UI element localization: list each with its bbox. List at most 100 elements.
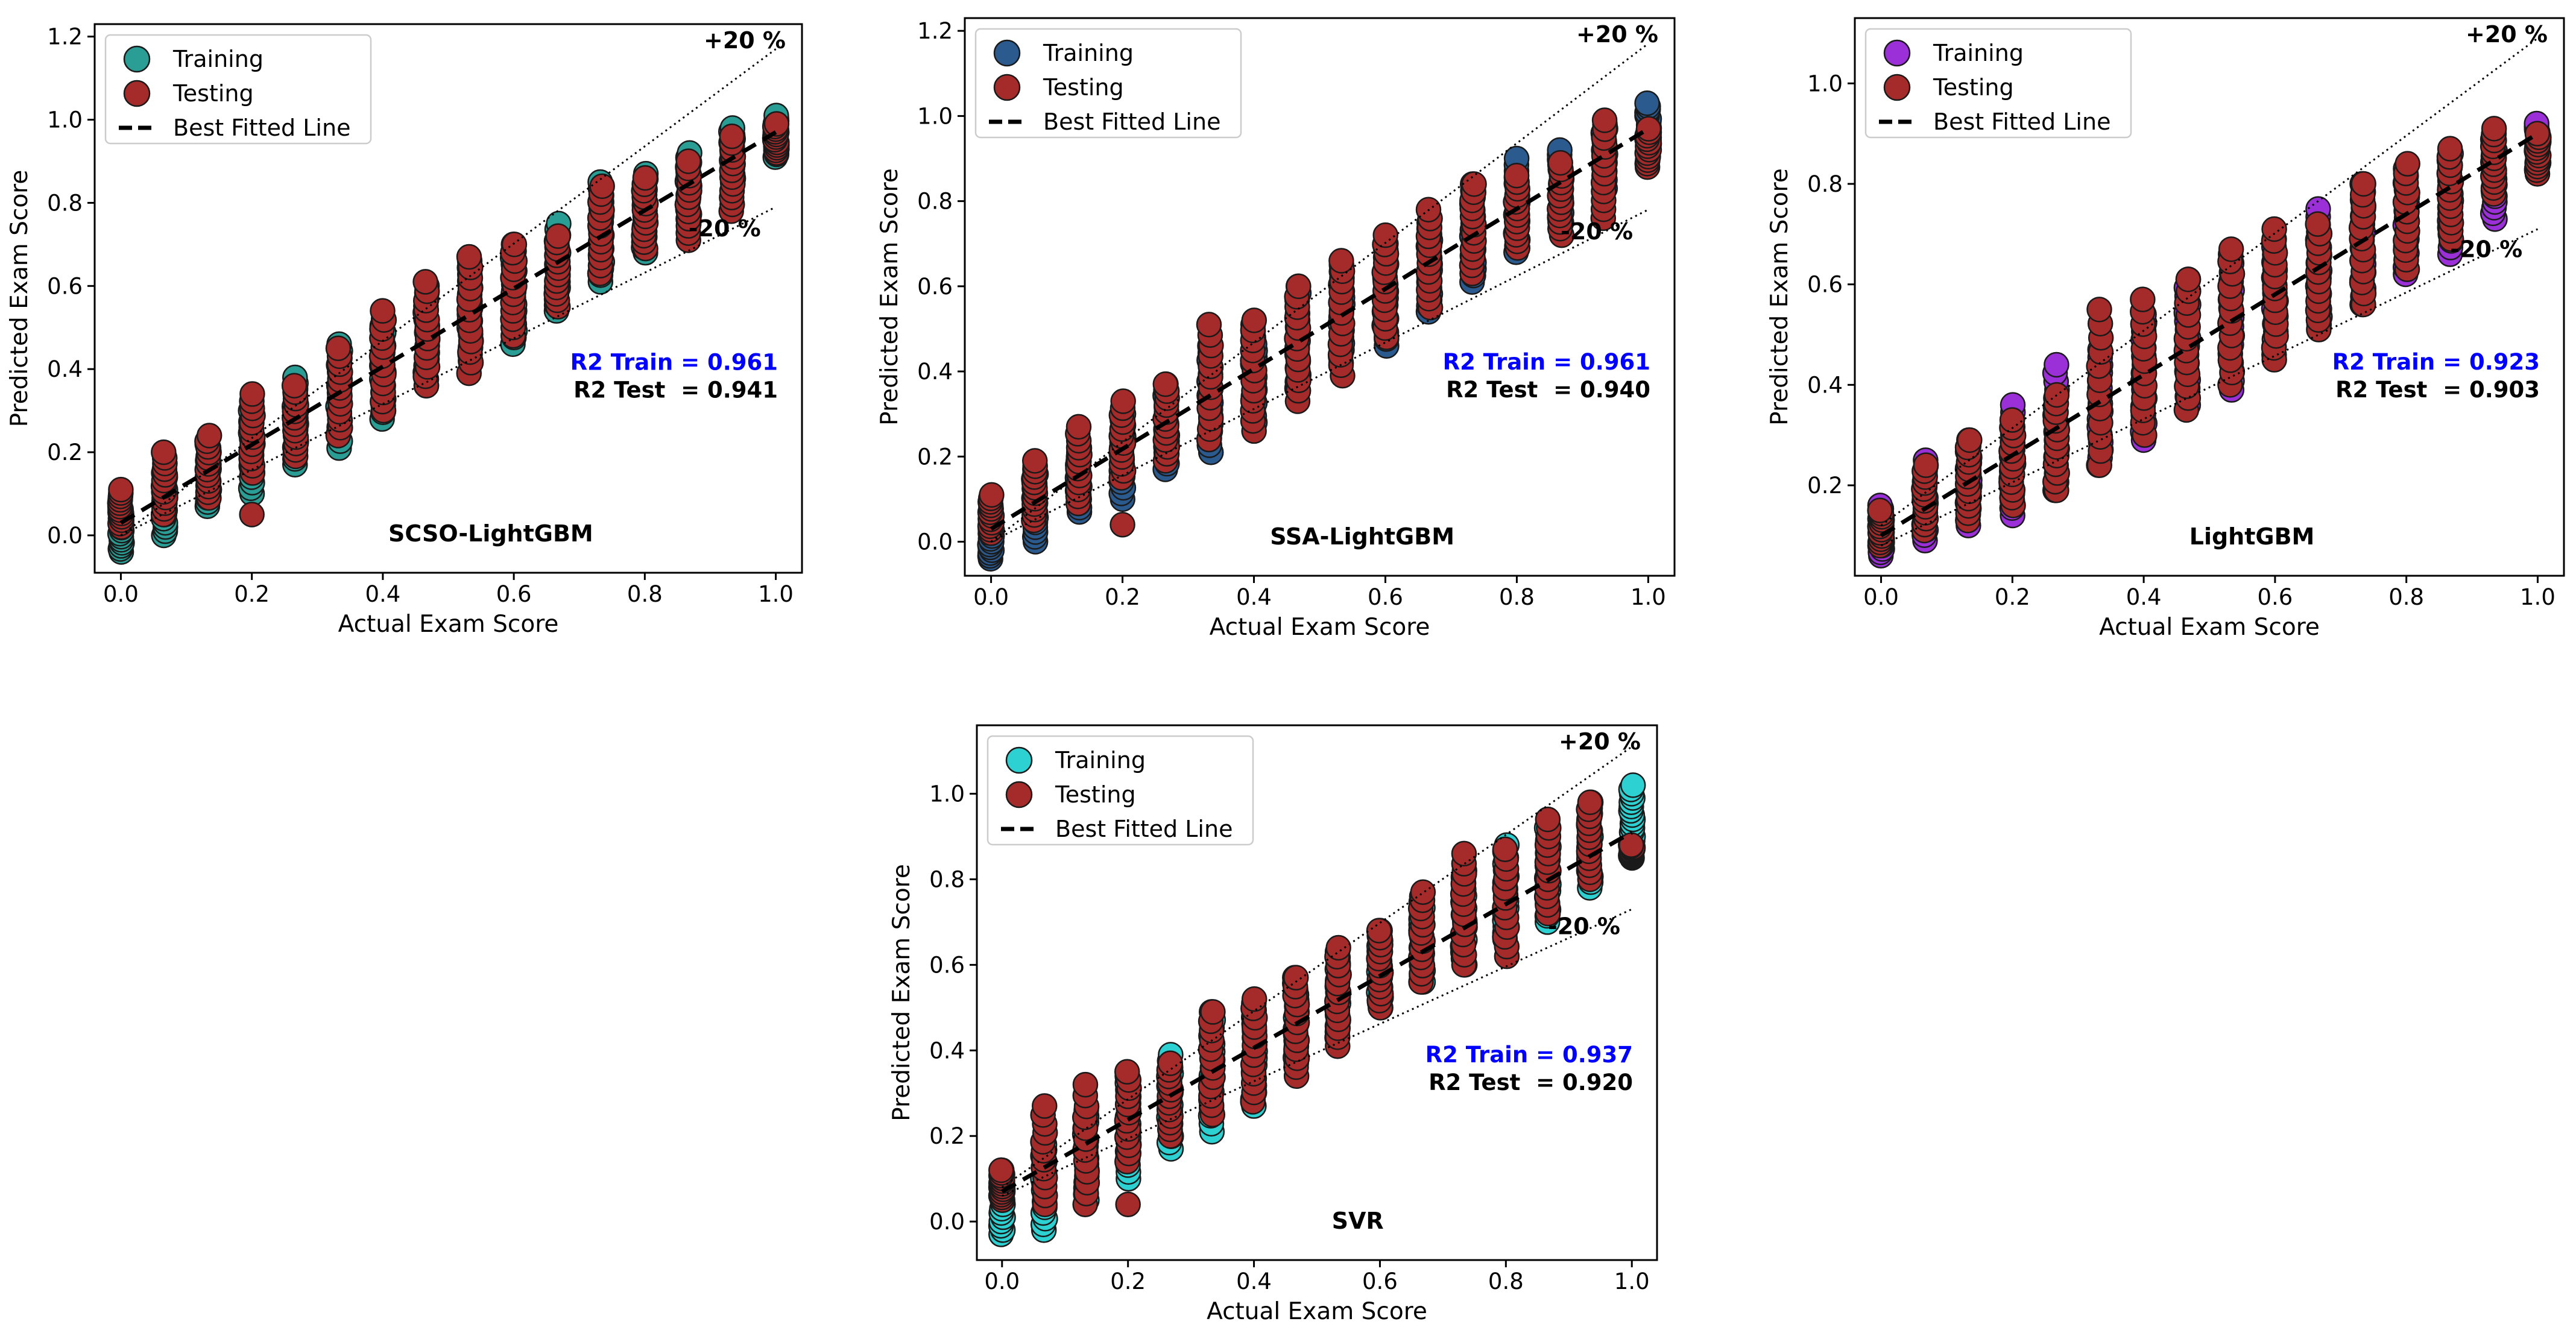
legend: Training Testing Best Fitted Line	[974, 28, 1242, 139]
y-tick-label: 0.8	[1807, 171, 1843, 197]
y-tick-label: 0.2	[917, 444, 953, 470]
testing-point	[456, 244, 482, 270]
testing-point	[1461, 171, 1487, 197]
y-axis-label: Predicted Exam Score	[888, 864, 915, 1121]
testing-point	[370, 298, 396, 324]
testing-point	[2086, 297, 2112, 323]
testing-point	[281, 373, 308, 399]
testing-point	[1072, 1071, 1099, 1098]
x-tick-label: 0.8	[1499, 584, 1535, 610]
testing-point	[1618, 832, 1644, 858]
x-tick-label: 0.8	[2388, 584, 2424, 610]
legend-marker	[993, 74, 1021, 101]
testing-point	[1065, 414, 1092, 440]
testing-point	[412, 269, 438, 295]
testing-point	[1366, 918, 1392, 944]
testing-point	[2305, 211, 2331, 237]
y-tick-label: 0.6	[929, 952, 965, 978]
legend-label: Training	[1055, 747, 1146, 774]
x-tick-label: 0.6	[1362, 1268, 1398, 1294]
testing-point	[2175, 266, 2202, 292]
axes-frame	[964, 17, 1676, 577]
testing-point	[1196, 312, 1222, 338]
x-tick-label: 0.4	[365, 581, 400, 607]
testing-point	[1283, 965, 1309, 991]
y-tick-label: 0.8	[47, 190, 83, 216]
r2-test-text: R2 Test = 0.903	[2335, 377, 2540, 403]
testing-point	[763, 111, 790, 137]
testing-point	[2218, 236, 2244, 262]
testing-point	[1328, 248, 1354, 274]
testing-point	[1372, 222, 1398, 248]
x-tick-label: 0.6	[2257, 584, 2293, 610]
x-axis-label: Actual Exam Score	[338, 611, 559, 638]
testing-point	[2044, 382, 2070, 408]
y-tick-label: 0.2	[929, 1123, 965, 1149]
plot-area	[1867, 37, 2552, 569]
testing-point	[2524, 121, 2551, 147]
y-axis-label: Predicted Exam Score	[1766, 168, 1793, 426]
x-tick-label: 0.6	[1368, 584, 1403, 610]
axes-frame	[976, 724, 1658, 1261]
y-tick-label: 0.8	[917, 189, 953, 215]
legend: Training Testing Best Fitted Line	[987, 735, 1254, 846]
x-tick-label: 0.4	[1236, 584, 1272, 610]
legend-label: Best Fitted Line	[1933, 109, 2110, 135]
training-point	[1620, 772, 1646, 798]
legend-marker	[123, 80, 151, 107]
legend-marker	[1883, 39, 1911, 67]
x-axis-label: Actual Exam Score	[2099, 614, 2320, 641]
testing-point	[2481, 116, 2507, 142]
chart-title: SVR	[1332, 1208, 1384, 1234]
r2-train-text: R2 Train = 0.961	[570, 349, 778, 375]
y-tick-label: 1.2	[917, 18, 953, 44]
r2-test-text: R2 Test = 0.920	[1428, 1070, 1633, 1095]
testing-point	[1635, 116, 1662, 142]
x-axis-label: Actual Exam Score	[1210, 614, 1430, 641]
legend-label: Training	[1933, 40, 2024, 66]
y-tick-label: 0.6	[47, 273, 83, 299]
lower-band-label: -20 %	[2450, 236, 2522, 263]
chart-panel-3: 0.0 0.2 0.4 0.6 0.8 1.0 0.2 0.4 0.6 0.8 1.0 Actual …	[1766, 17, 2565, 641]
y-tick-label: 1.0	[47, 107, 83, 133]
y-tick-label: 1.2	[47, 24, 83, 50]
testing-point	[988, 1157, 1014, 1183]
testing-point	[719, 123, 745, 150]
lower-band-label: -20 %	[1548, 913, 1620, 940]
testing-point	[108, 476, 134, 503]
chart-title: SSA-LightGBM	[1270, 523, 1454, 550]
testing-point	[325, 335, 352, 361]
legend-box	[974, 28, 1242, 139]
lower-band-label: -20 %	[1561, 218, 1633, 245]
y-tick-label: 0.6	[1807, 272, 1843, 298]
upper-band-line	[120, 48, 777, 537]
x-tick-label: 1.0	[758, 581, 794, 607]
chart-title: SCSO-LightGBM	[388, 520, 593, 547]
testing-point	[501, 232, 528, 257]
testing-point	[1031, 1093, 1058, 1119]
testing-point	[1157, 1050, 1184, 1076]
x-tick-label: 0.8	[1488, 1268, 1524, 1294]
x-tick-label: 0.0	[973, 584, 1009, 610]
legend-label: Training	[172, 46, 264, 72]
axes-frame	[1854, 17, 2565, 577]
r2-train-text: R2 Train = 0.961	[1443, 349, 1650, 375]
testing-point	[2437, 136, 2463, 162]
best-fit-line	[990, 127, 1650, 531]
upper-band-label: +20 %	[2466, 21, 2548, 48]
testing-point	[675, 148, 701, 174]
lower-band-line	[1880, 228, 2539, 547]
lower-band-line	[990, 209, 1649, 543]
testing-point	[1110, 388, 1136, 414]
testing-point	[1577, 789, 1603, 815]
legend-label: Best Fitted Line	[1043, 109, 1220, 135]
x-tick-label: 0.0	[103, 581, 139, 607]
legend-label: Testing	[1055, 781, 1136, 808]
r2-train-text: R2 Train = 0.937	[1425, 1042, 1633, 1068]
y-tick-label: 0.0	[929, 1209, 965, 1235]
x-tick-label: 1.0	[2520, 584, 2555, 610]
y-tick-label: 0.6	[917, 274, 953, 300]
legend-label: Best Fitted Line	[173, 115, 350, 141]
testing-point	[2261, 216, 2287, 242]
